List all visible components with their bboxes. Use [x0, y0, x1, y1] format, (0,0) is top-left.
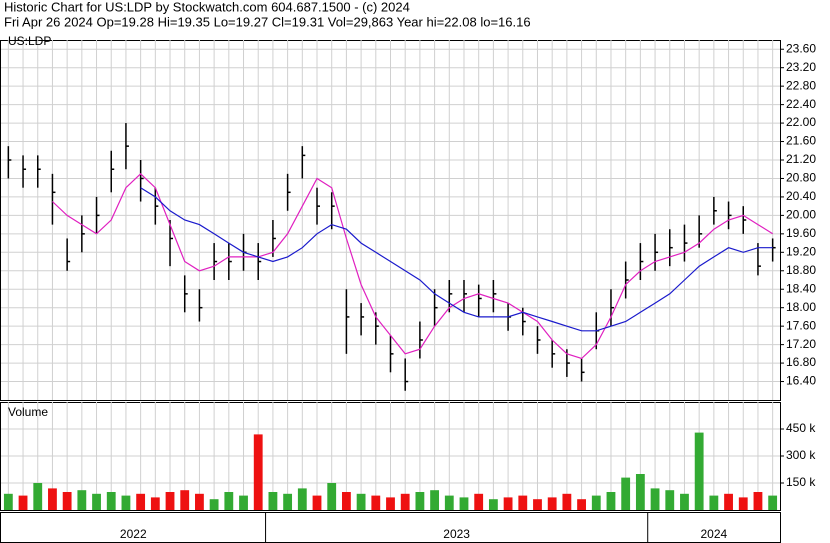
- volume-bar: [400, 493, 410, 510]
- volume-bar: [371, 495, 381, 510]
- volume-tick-label: 450 k: [786, 421, 816, 435]
- y-tick-label: 20.40: [786, 189, 816, 203]
- volume-bar: [150, 497, 160, 510]
- volume-bar: [106, 492, 116, 510]
- volume-bar: [327, 483, 337, 510]
- volume-bar: [562, 493, 572, 510]
- volume-bar: [430, 490, 440, 510]
- volume-bar: [650, 488, 660, 510]
- volume-bar: [165, 492, 175, 510]
- volume-bar: [3, 493, 13, 510]
- moving-average: [140, 187, 773, 332]
- volume-bar: [724, 493, 733, 510]
- volume-label: Volume: [8, 405, 48, 419]
- y-tick-label: 21.60: [786, 134, 816, 148]
- y-tick-label: 20.80: [786, 171, 816, 185]
- volume-bar: [62, 492, 72, 510]
- volume-bar: [547, 497, 557, 510]
- volume-bar: [136, 493, 146, 510]
- volume-bar: [92, 493, 101, 510]
- y-tick-label: 18.00: [786, 300, 816, 314]
- y-tick-label: 20.00: [786, 208, 816, 222]
- y-tick-label: 23.60: [786, 41, 816, 55]
- volume-tick-label: 300 k: [786, 448, 816, 462]
- volume-bar: [18, 495, 28, 510]
- volume-bar: [738, 497, 748, 510]
- volume-bar: [621, 477, 631, 510]
- y-tick-label: 18.80: [786, 263, 816, 277]
- y-tick-label: 21.20: [786, 152, 816, 166]
- volume-bar: [709, 495, 719, 510]
- volume-bar: [591, 495, 601, 510]
- y-tick-label: 22.80: [786, 78, 816, 92]
- volume-bar: [768, 495, 778, 510]
- year-panel: [0, 512, 781, 543]
- y-tick-label: 19.60: [786, 226, 816, 240]
- volume-bar: [753, 492, 763, 510]
- volume-bar: [283, 493, 293, 510]
- y-tick-label: 18.40: [786, 281, 816, 295]
- volume-bar: [444, 495, 454, 510]
- volume-bar: [253, 434, 263, 510]
- volume-bar: [386, 497, 395, 510]
- y-tick-label: 17.20: [786, 337, 816, 351]
- volume-bar: [415, 492, 425, 510]
- volume-bar: [459, 497, 469, 510]
- volume-bar: [503, 497, 513, 510]
- y-tick-label: 19.20: [786, 244, 816, 258]
- year-label: 2023: [443, 527, 470, 541]
- chart-subtitle: Fri Apr 26 2024 Op=19.28 Hi=19.35 Lo=19.…: [4, 14, 531, 29]
- volume-bar: [297, 488, 307, 510]
- volume-bar: [533, 499, 542, 510]
- volume-bar: [635, 474, 645, 510]
- volume-bar: [680, 493, 689, 510]
- volume-bar: [33, 483, 43, 510]
- volume-bar: [268, 492, 278, 510]
- year-label: 2022: [120, 527, 147, 541]
- volume-bar: [474, 493, 484, 510]
- volume-bar: [224, 492, 234, 510]
- marks: [3, 123, 778, 510]
- volume-bar: [356, 493, 366, 510]
- volume-bar: [518, 495, 528, 510]
- volume-bar: [312, 495, 322, 510]
- y-tick-label: 17.60: [786, 318, 816, 332]
- volume-bar: [239, 495, 248, 510]
- y-tick-label: 22.00: [786, 115, 816, 129]
- y-tick-label: 22.40: [786, 97, 816, 111]
- volume-bar: [209, 499, 219, 510]
- volume-bar: [48, 488, 57, 510]
- volume-bar: [694, 432, 704, 510]
- volume-bar: [665, 490, 675, 510]
- symbol-label: US:LDP: [8, 34, 51, 48]
- volume-tick-label: 150 k: [786, 475, 816, 489]
- y-tick-label: 23.20: [786, 60, 816, 74]
- y-tick-label: 16.80: [786, 355, 816, 369]
- y-tick-label: 16.40: [786, 374, 816, 388]
- volume-bar: [121, 495, 131, 510]
- volume-bar: [606, 492, 616, 510]
- chart-title: Historic Chart for US:LDP by Stockwatch.…: [4, 0, 410, 14]
- year-label: 2024: [701, 527, 728, 541]
- volume-bar: [77, 490, 87, 510]
- volume-bar: [488, 499, 498, 510]
- moving-average: [51, 172, 774, 360]
- volume-bar: [341, 492, 351, 510]
- volume-bar: [577, 499, 586, 510]
- volume-bar: [180, 490, 190, 510]
- volume-bar: [195, 493, 204, 510]
